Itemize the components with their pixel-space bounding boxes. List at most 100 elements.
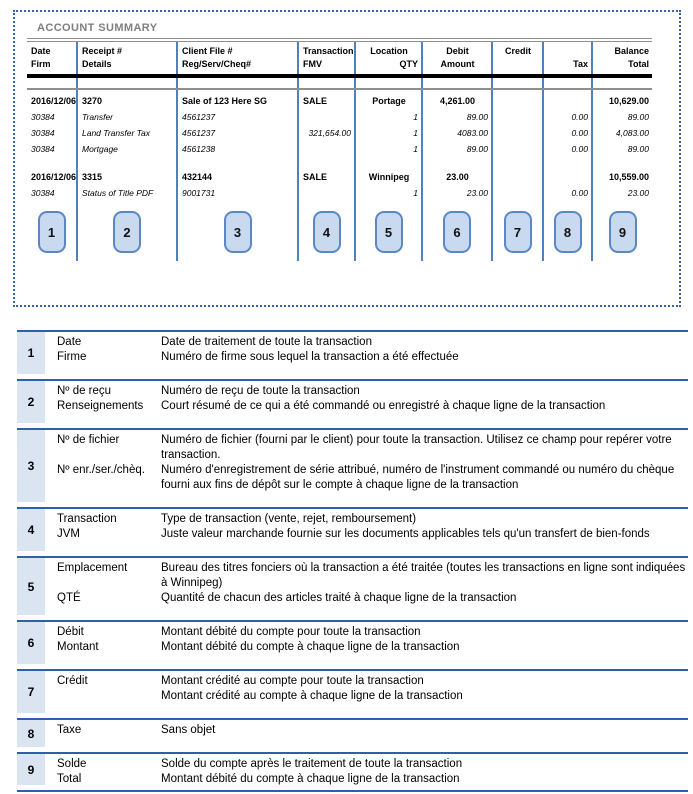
data-cell: SALE [297, 89, 355, 107]
legend-term: Nº de reçu [57, 385, 112, 397]
legend-row: 7 Crédit Montant crédité au compte pour … [17, 669, 688, 718]
data-cell: 4561237 [176, 107, 298, 123]
header-cell: Location [354, 42, 422, 57]
legend-term: Débit [57, 626, 84, 638]
legend-term: Crédit [57, 675, 88, 687]
header-cell: Receipt # [76, 42, 177, 57]
legend-description: Numéro de fichier (fourni par le client)… [161, 434, 672, 461]
table-row: 30384 Mortgage 4561238 1 89.00 0.00 89.0… [27, 139, 652, 155]
data-cell: Mortgage [76, 139, 177, 155]
legend-term: Nº de fichier [57, 434, 120, 446]
header-cell: Transaction [297, 42, 355, 57]
data-cell [491, 89, 543, 107]
header-cell: Date [31, 46, 51, 56]
table-row: 2016/12/06 3270 Sale of 123 Here SG SALE… [27, 89, 652, 107]
legend-description: Montant débité du compte pour toute la t… [161, 626, 421, 638]
header-cell: Details [76, 57, 177, 78]
data-cell: Status of Title PDF [76, 183, 177, 199]
legend-term: JVM [57, 528, 80, 540]
legend-row: 9 Solde Solde du compte après le traitem… [17, 752, 688, 792]
data-cell: 1 [354, 107, 422, 123]
data-cell: 23.00 [421, 183, 492, 199]
header-cell: Reg/Serv/Cheq# [176, 57, 298, 78]
data-cell: 432144 [176, 155, 298, 183]
legend-description: Bureau des titres fonciers où la transac… [161, 562, 686, 589]
header-cell [542, 42, 592, 57]
legend-description: Court résumé de ce qui a été commandé ou… [161, 400, 606, 412]
legend-term: Taxe [57, 724, 82, 736]
data-cell: 4561238 [176, 139, 298, 155]
header-row-1: Date Receipt # Client File # Transaction… [27, 42, 652, 57]
data-cell [491, 123, 543, 139]
legend-term: Renseignements [57, 400, 144, 412]
data-cell: 3315 [76, 155, 177, 183]
legend-description: Solde du compte après le traitement de t… [161, 758, 463, 770]
legend-description: Numéro de reçu de toute la transaction [161, 385, 360, 397]
data-cell: 3270 [76, 89, 177, 107]
legend-table: 1 Date Date de traitement de toute la tr… [17, 330, 688, 792]
data-cell: 30384 [31, 144, 55, 154]
legend-term: Date [57, 336, 82, 348]
legend-number: 4 [17, 509, 45, 551]
header-cell: Credit [491, 42, 543, 57]
legend-number: 7 [17, 671, 45, 713]
callout-badge-6: 6 [443, 211, 471, 253]
data-cell: 1 [354, 139, 422, 155]
data-cell: Transfer [76, 107, 177, 123]
legend-row: 2 Nº de reçu Numéro de reçu de toute la … [17, 379, 688, 428]
data-cell: 30384 [31, 188, 55, 198]
legend-term: Transaction [57, 513, 117, 525]
data-cell: 1 [354, 183, 422, 199]
data-cell: 89.00 [421, 107, 492, 123]
data-cell: 89.00 [591, 139, 652, 155]
page-title: ACCOUNT SUMMARY [27, 18, 652, 42]
legend-row: 6 Débit Montant débité du compte pour to… [17, 620, 688, 669]
account-summary-panel: ACCOUNT SUMMARY Date Receipt # Client Fi… [13, 10, 681, 307]
data-cell [491, 107, 543, 123]
legend-number: 1 [17, 332, 45, 374]
legend-description: Montant crédité au compte à chaque ligne… [161, 690, 463, 702]
callout-badge-4: 4 [312, 211, 341, 253]
data-cell: Sale of 123 Here SG [176, 89, 298, 107]
callout-badge-2: 2 [113, 211, 141, 253]
legend-term: Nº enr./ser./chèq. [57, 464, 145, 476]
header-cell [491, 57, 543, 78]
legend-description: Juste valeur marchande fournie sur les d… [161, 528, 650, 540]
table-row: 30384 Land Transfer Tax 4561237 321,654.… [27, 123, 652, 139]
table-row: 30384 Status of Title PDF 9001731 1 23.0… [27, 183, 652, 199]
data-cell: 4,083.00 [591, 123, 652, 139]
data-cell [297, 107, 355, 123]
legend-description: Montant crédité au compte pour toute la … [161, 675, 424, 687]
legend-row: 4 Transaction Type de transaction (vente… [17, 507, 688, 556]
header-row-2: Firm Details Reg/Serv/Cheq# FMV QTY Amou… [27, 57, 652, 78]
legend-row: 3 Nº de fichier Numéro de fichier (fourn… [17, 428, 688, 507]
legend-description: Montant débité du compte à chaque ligne … [161, 641, 460, 653]
header-cell: Total [591, 57, 652, 78]
legend-number: 2 [17, 381, 45, 423]
data-cell: 321,654.00 [297, 123, 355, 139]
data-cell: 23.00 [591, 183, 652, 199]
legend-description: Quantité de chacun des articles traité à… [161, 592, 517, 604]
legend-row: 1 Date Date de traitement de toute la tr… [17, 330, 688, 379]
callout-badge-7: 7 [503, 211, 532, 253]
data-cell: 2016/12/06 [31, 96, 77, 106]
legend-number: 6 [17, 622, 45, 664]
legend-term: Firme [57, 351, 87, 363]
legend-row: 8 Taxe Sans objet [17, 718, 688, 752]
data-cell: 2016/12/06 [31, 172, 77, 182]
data-cell [542, 155, 592, 183]
data-cell: Portage [354, 89, 422, 107]
account-summary-table: Date Receipt # Client File # Transaction… [27, 42, 652, 261]
table-row: 2016/12/06 3315 432144 SALE Winnipeg 23.… [27, 155, 652, 183]
data-cell: Winnipeg [354, 155, 422, 183]
legend-term: Total [57, 773, 82, 785]
table-row: 30384 Transfer 4561237 1 89.00 0.00 89.0… [27, 107, 652, 123]
data-cell [491, 139, 543, 155]
header-cell: QTY [354, 57, 422, 78]
legend-number: 3 [17, 430, 45, 502]
data-cell: 0.00 [542, 139, 592, 155]
callout-badge-9: 9 [608, 211, 637, 253]
data-cell: Land Transfer Tax [76, 123, 177, 139]
legend-term: Emplacement [57, 562, 128, 574]
data-cell: 0.00 [542, 107, 592, 123]
